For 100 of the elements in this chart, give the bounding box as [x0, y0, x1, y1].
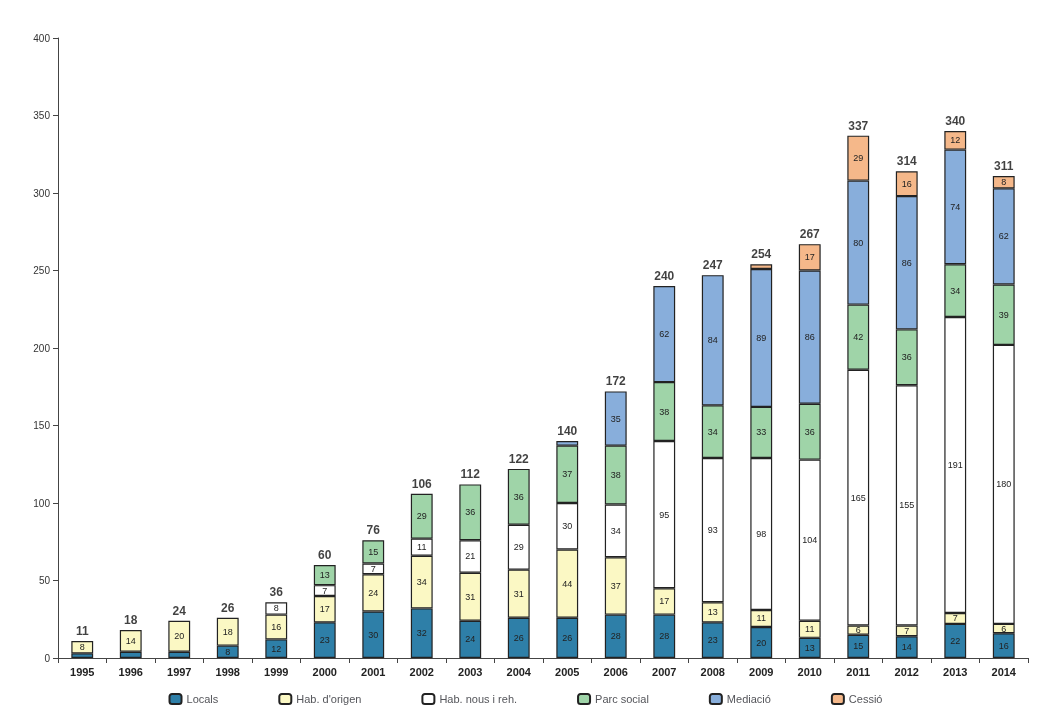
data-label: 8	[1001, 177, 1007, 188]
data-label: 26	[513, 632, 524, 643]
total-label: 60	[318, 548, 332, 562]
data-label: 26	[562, 632, 573, 643]
data-label: 14	[901, 642, 912, 653]
x-tick-label: 1998	[215, 665, 240, 678]
data-label: 30	[562, 521, 573, 532]
x-tick-label: 2010	[797, 665, 822, 678]
x-tick-label: 2003	[458, 665, 483, 678]
total-label: 24	[172, 603, 187, 618]
data-label: 84	[707, 335, 718, 346]
total-label: 247	[702, 258, 724, 273]
data-label: 86	[804, 332, 815, 343]
y-tick-label: 150	[33, 420, 51, 431]
total-label: 11	[75, 623, 89, 638]
total-label: 337	[848, 118, 869, 133]
data-label: 11	[417, 542, 427, 553]
y-tick-label: 50	[38, 575, 51, 586]
y-tick-label: 400	[33, 32, 51, 44]
x-tick-label: 2000	[312, 665, 337, 678]
data-label: 12	[271, 643, 282, 654]
data-label: 36	[513, 491, 524, 502]
total-label: 267	[799, 227, 821, 242]
legend-label: Hab. d'origen	[296, 693, 362, 705]
data-label: 28	[659, 631, 670, 642]
y-tick-label: 100	[33, 497, 51, 509]
x-tick-label: 1997	[167, 665, 192, 678]
data-label: 34	[416, 577, 427, 588]
data-label: 14	[125, 635, 136, 646]
x-tick-label: 2014	[991, 665, 1017, 678]
data-label: 165	[850, 492, 866, 503]
total-label: 18	[124, 613, 138, 628]
total-label: 26	[221, 600, 235, 615]
data-label: 23	[319, 635, 330, 646]
x-tick-label: 2001	[361, 665, 386, 678]
y-tick-label: 300	[33, 187, 51, 199]
data-label: 7	[322, 585, 328, 596]
data-label: 8	[79, 642, 85, 653]
data-label: 35	[610, 413, 621, 424]
x-tick-label: 2011	[846, 665, 871, 678]
data-label: 44	[562, 578, 573, 589]
data-label: 37	[562, 469, 573, 480]
data-label: 31	[513, 588, 524, 599]
x-tick-label: 2007	[652, 665, 677, 678]
data-label: 20	[756, 637, 767, 648]
data-label: 16	[998, 640, 1009, 651]
x-tick-label: 1995	[70, 665, 95, 678]
data-label: 80	[853, 237, 864, 248]
data-label: 23	[707, 635, 718, 646]
data-label: 89	[756, 332, 767, 343]
data-label: 31	[465, 591, 476, 602]
data-label: 62	[659, 329, 670, 340]
y-tick-label: 200	[33, 342, 51, 354]
legend-label: Parc social	[595, 693, 649, 705]
x-tick-label: 2002	[409, 665, 434, 678]
legend-label: Locals	[186, 693, 219, 705]
data-label: 180	[996, 479, 1012, 490]
data-label: 38	[610, 470, 621, 481]
data-label: 8	[273, 603, 279, 614]
y-tick-label: 350	[33, 110, 51, 121]
total-label: 254	[751, 247, 772, 262]
x-tick-label: 2008	[700, 665, 725, 678]
x-tick-label: 2012	[894, 665, 919, 678]
data-label: 16	[901, 178, 912, 189]
data-label: 8	[225, 646, 231, 657]
data-label: 18	[222, 626, 233, 637]
data-label: 62	[998, 231, 1009, 242]
y-tick-label: 0	[44, 652, 51, 664]
data-label: 36	[465, 507, 476, 518]
data-label: 13	[707, 607, 718, 618]
data-label: 37	[610, 580, 621, 591]
data-label: 29	[416, 511, 427, 522]
data-label: 32	[416, 628, 427, 639]
total-label: 240	[654, 269, 675, 283]
data-label: 6	[1001, 623, 1007, 634]
total-label: 76	[366, 523, 381, 538]
legend-label: Mediació	[726, 693, 771, 705]
total-label: 106	[411, 476, 433, 491]
data-label: 34	[707, 426, 718, 437]
data-label: 39	[998, 309, 1009, 320]
data-label: 15	[853, 641, 864, 652]
data-label: 7	[904, 625, 910, 636]
data-label: 95	[659, 509, 670, 520]
total-label: 122	[508, 451, 530, 466]
data-label: 22	[950, 635, 961, 646]
total-label: 172	[605, 374, 627, 389]
data-label: 93	[707, 525, 718, 536]
x-tick-label: 1999	[264, 665, 289, 678]
data-label: 29	[853, 153, 864, 164]
data-label: 15	[368, 546, 379, 557]
data-label: 74	[950, 201, 961, 212]
x-tick-label: 1996	[118, 665, 143, 678]
data-label: 17	[319, 604, 330, 615]
data-label: 104	[802, 535, 818, 546]
total-label: 314	[896, 154, 918, 169]
x-tick-label: 2013	[943, 665, 968, 678]
data-label: 36	[804, 426, 815, 437]
x-tick-label: 2006	[603, 665, 628, 678]
data-label: 24	[465, 634, 476, 645]
data-label: 17	[659, 596, 670, 607]
